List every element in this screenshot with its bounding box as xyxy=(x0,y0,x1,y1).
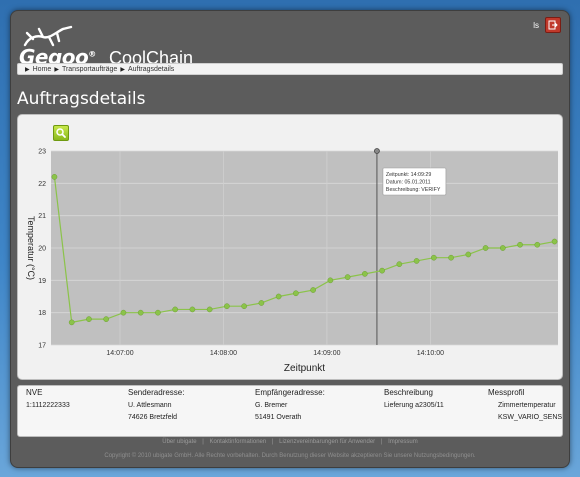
x-tick-label: 14:09:00 xyxy=(313,350,340,357)
temperature-data-point xyxy=(172,306,179,313)
temperature-data-point xyxy=(413,258,420,264)
description-value: Lieferung a2305/11 xyxy=(384,402,444,409)
app-window: Geqoo® CoolChain ls ▶ Home ▶ Transportau… xyxy=(10,10,570,468)
breadcrumb: ▶ Home ▶ Transportaufträge ▶ Auftragsdet… xyxy=(17,63,563,75)
logout-button[interactable] xyxy=(545,17,561,33)
breadcrumb-arrow-icon: ▶ xyxy=(120,66,125,73)
x-tick-label: 14:10:00 xyxy=(417,350,444,357)
temperature-chart: 17 18 19 20 21 22 23 14:07:00 14:08:00 14:09:00 14… xyxy=(26,148,558,374)
details-col-sender: Senderadresse: U. Attlesmann 74626 Bretz… xyxy=(128,388,184,421)
y-tick-label: 19 xyxy=(38,278,46,285)
marker-handle xyxy=(374,148,380,154)
temperature-data-point xyxy=(534,241,541,248)
details-col-profile: Messprofil Zimmertemperatur KSW_VARIO_SE… xyxy=(488,388,562,421)
y-axis-label: Temperatur (°C) xyxy=(26,216,36,280)
temperature-data-point xyxy=(275,293,282,300)
footer-separator: | xyxy=(271,439,274,445)
temperature-data-point xyxy=(241,303,247,310)
temperature-data-point xyxy=(258,300,265,306)
temperature-data-point xyxy=(310,287,316,293)
marker-tooltip xyxy=(382,167,447,196)
footer-link-contact[interactable]: Kontaktinformationen xyxy=(209,439,267,445)
temperature-series-line xyxy=(53,176,555,324)
temperature-data-point xyxy=(379,267,385,274)
temperature-data-point xyxy=(482,245,489,251)
breadcrumb-transportauftraege[interactable]: Transportaufträge xyxy=(61,65,118,73)
marker-tooltip-line: Datum: 05.01.2011 xyxy=(386,180,431,186)
y-tick-label: 17 xyxy=(38,343,46,350)
sender-city: 74626 Bretzfeld xyxy=(128,414,178,421)
user-label: ls xyxy=(533,21,539,30)
sender-header: Senderadresse: xyxy=(128,388,185,397)
recipient-name: G. Bremer xyxy=(255,402,288,409)
marker-tooltip-line: Zeitpunkt: 14:09:29 xyxy=(386,172,431,178)
gecko-logo-icon xyxy=(23,25,73,47)
copyright: Copyright © 2010 ubigate GmbH. Alle Rech… xyxy=(104,453,476,459)
temperature-data-point xyxy=(448,254,454,261)
x-tick-label: 14:07:00 xyxy=(106,350,133,357)
nve-value: 1:1112222333 xyxy=(26,402,70,409)
temperature-data-point xyxy=(189,306,196,313)
y-tick-label: 21 xyxy=(38,213,46,220)
description-header: Beschreibung xyxy=(384,388,433,397)
logout-icon xyxy=(548,20,558,30)
footer-links: Über ubigate | Kontaktinformationen | Li… xyxy=(11,439,569,445)
profile-header: Messprofil xyxy=(488,388,525,397)
temperature-data-point xyxy=(224,303,230,310)
temperature-data-point xyxy=(68,319,75,326)
footer-separator: | xyxy=(380,439,383,445)
temperature-data-point xyxy=(155,309,161,316)
sender-name: U. Attlesmann xyxy=(128,402,172,409)
temperature-data-point xyxy=(51,174,58,180)
details-col-description: Beschreibung Lieferung a2305/11 xyxy=(384,388,444,409)
breadcrumb-arrow-icon: ▶ xyxy=(54,66,59,73)
details-panel: NVE 1:1112222333 Senderadresse: U. Attle… xyxy=(17,385,563,437)
temperature-data-point xyxy=(137,309,144,316)
search-icon xyxy=(56,128,66,138)
temperature-data-point xyxy=(362,271,368,277)
temperature-data-point xyxy=(86,316,92,322)
breadcrumb-home[interactable]: Home xyxy=(32,65,52,73)
y-tick-label: 20 xyxy=(38,246,46,253)
temperature-data-point xyxy=(120,309,127,316)
details-col-nve: NVE 1:1112222333 xyxy=(26,388,70,409)
breadcrumb-arrow-icon: ▶ xyxy=(25,66,30,73)
marker-tooltip-line: Beschreibung: VERIFY xyxy=(386,187,441,193)
app-logo: Geqoo® CoolChain xyxy=(17,23,217,69)
recipient-header: Empfängeradresse: xyxy=(255,388,325,397)
temperature-data-point xyxy=(430,254,437,261)
page-title: Auftragsdetails xyxy=(17,89,146,109)
y-tick-label: 23 xyxy=(38,149,46,156)
temperature-data-point xyxy=(344,274,351,280)
temperature-data-point xyxy=(396,261,403,268)
temperature-data-point xyxy=(465,251,472,258)
temperature-data-point xyxy=(206,306,213,313)
temperature-data-point xyxy=(517,241,523,248)
y-tick-label: 22 xyxy=(38,181,46,188)
nve-header: NVE xyxy=(26,388,43,397)
details-col-recipient: Empfängeradresse: G. Bremer 51491 Overat… xyxy=(255,388,325,421)
temperature-data-point xyxy=(551,238,558,245)
footer-link-imprint[interactable]: Impressum xyxy=(388,439,418,445)
temperature-data-point xyxy=(327,277,334,284)
temperature-data-point xyxy=(103,316,110,322)
search-button[interactable] xyxy=(53,125,69,141)
recipient-city: 51491 Overath xyxy=(255,414,302,421)
breadcrumb-auftragsdetails[interactable]: Auftragsdetails xyxy=(127,65,175,73)
x-tick-label: 14:08:00 xyxy=(210,350,237,357)
profile-sensor: KSW_VARIO_SENS xyxy=(498,414,563,421)
footer-link-license[interactable]: Lizenzvereinbarungen für Anwender xyxy=(279,439,376,445)
footer-separator: | xyxy=(202,439,204,445)
x-axis-label: Zeitpunkt xyxy=(284,363,325,374)
y-tick-label: 18 xyxy=(38,310,46,317)
temperature-data-point xyxy=(499,245,506,251)
footer-link-about[interactable]: Über ubigate xyxy=(162,439,197,445)
temperature-data-point xyxy=(293,290,299,297)
profile-name: Zimmertemperatur xyxy=(498,402,556,409)
chart-panel: 17 18 19 20 21 22 23 14:07:00 14:08:00 14:09:00 14… xyxy=(17,114,563,380)
